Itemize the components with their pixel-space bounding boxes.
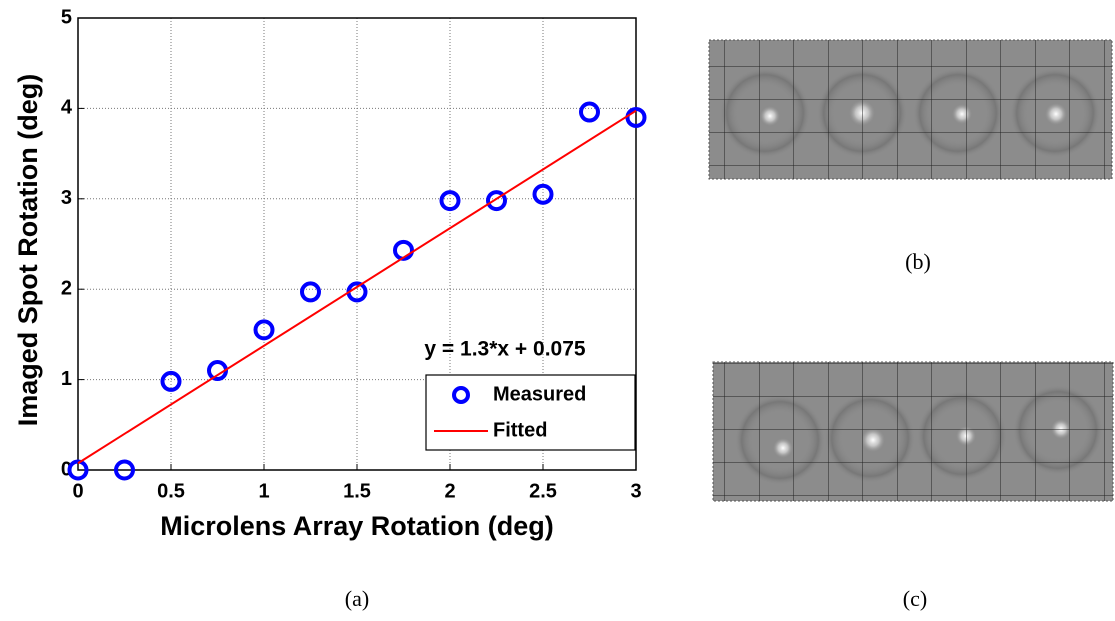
plot-frame [77,17,637,471]
data-point [532,183,554,205]
data-point [67,459,89,481]
y-tick-label: 3 [61,187,72,209]
x-axis-label: Microlens Array Rotation (deg) [160,511,554,541]
x-tick-label: 2.5 [529,480,557,502]
x-tick-label: 1 [258,480,269,502]
data-point [625,106,647,128]
image-b [708,39,1113,180]
fit-line [77,109,637,465]
panel-label: (c) [903,586,927,611]
legend-swatch [452,386,470,404]
legend-label: Fitted [493,419,547,441]
x-tick-label: 3 [630,480,641,502]
data-point [300,281,321,303]
x-tick-label: 0 [72,480,83,502]
x-tick-label: 1.5 [343,480,371,502]
image-c [712,361,1114,502]
y-tick-label: 2 [61,277,72,299]
legend-label: Measured [493,383,586,405]
y-tick-label: 5 [61,6,72,28]
panel-label: (b) [905,249,931,274]
panel-label: (a) [345,586,369,611]
y-tick-label: 4 [61,97,73,119]
annotation: y = 1.3*x + 0.075 [424,338,585,361]
data-point [579,101,600,123]
data-point [160,370,182,392]
data-point [393,239,414,261]
x-tick-label: 0.5 [157,480,185,502]
y-axis-label: Imaged Spot Rotation (deg) [13,74,43,426]
x-tick-label: 2 [444,480,455,502]
data-point [114,459,135,481]
y-tick-label: 1 [61,368,72,390]
data-point [439,190,461,212]
data-point [253,319,275,341]
y-tick-label: 0 [61,458,72,480]
plot: 0 0.5 1 1.5 2 2.5 3 0 1 2 3 4 5 y = 1.3*x + 0.075 Meas… [61,6,647,502]
data-point [486,190,507,212]
